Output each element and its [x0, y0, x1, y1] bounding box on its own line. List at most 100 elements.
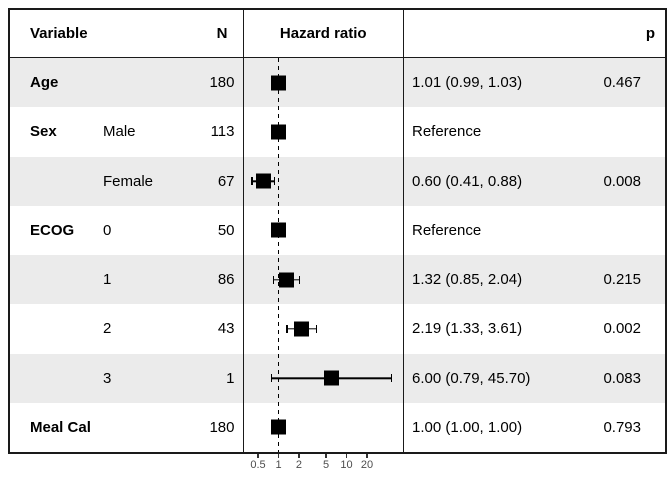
axis-tick-label: 5 — [322, 459, 330, 471]
n-value: 50 — [217, 221, 235, 239]
forest-marker-cell — [244, 255, 404, 305]
row-stats: 6.00 (0.79, 45.70) 0.083 — [404, 354, 665, 403]
axis-tick-label: 2 — [295, 459, 303, 471]
table-row-age: Age 180 1.01 (0.99, 1.03) 0.467 — [10, 58, 665, 108]
p-value: 0.467 — [603, 74, 641, 92]
header-right-section: p — [404, 10, 665, 57]
p-value: 0.215 — [603, 271, 641, 289]
row-labels: Sex Male 113 — [10, 107, 244, 157]
estimate-label: 2.19 (1.33, 3.61) — [412, 320, 523, 338]
axis-tick — [325, 454, 327, 458]
level-label: 2 — [103, 320, 112, 338]
n-value: 67 — [217, 172, 235, 190]
forest-marker-cell — [244, 156, 404, 206]
row-stats: 1.32 (0.85, 2.04) 0.215 — [404, 255, 665, 304]
axis-tick-label: 10 — [340, 459, 353, 471]
ci-cap-right — [273, 177, 276, 186]
reference-dashed-line — [277, 58, 280, 452]
p-value: 0.083 — [603, 369, 641, 387]
hr-point-marker — [255, 173, 271, 189]
n-value: 113 — [210, 123, 235, 141]
ci-cap-right — [390, 374, 393, 383]
row-labels: ECOG 0 50 — [10, 205, 244, 255]
hr-point-marker — [279, 272, 295, 288]
row-labels: 3 1 — [10, 353, 244, 403]
level-label: Male — [103, 123, 136, 141]
table-row-ecog-0: ECOG 0 50 Reference — [10, 205, 665, 255]
axis-tick — [257, 454, 259, 458]
row-labels: Age 180 — [10, 58, 244, 108]
estimate-label: 1.32 (0.85, 2.04) — [412, 271, 523, 289]
table-header-row: Variable N Hazard ratio p — [10, 10, 665, 58]
level-label: Female — [103, 172, 154, 190]
header-hazard-ratio-section: Hazard ratio — [244, 10, 404, 57]
hr-point-marker — [271, 75, 287, 91]
row-stats: 1.01 (0.99, 1.03) 0.467 — [404, 58, 665, 107]
hr-point-marker — [271, 419, 286, 435]
axis-tick-label: 20 — [360, 459, 374, 471]
row-stats: Reference — [404, 107, 665, 156]
table-row-ecog-2: 2 43 2.19 (1.33, 3.61) 0.002 — [10, 304, 665, 354]
header-variable: Variable — [30, 25, 88, 42]
axis-tick — [298, 454, 300, 458]
row-stats: 1.00 (1.00, 1.00) 0.793 — [404, 403, 665, 452]
header-n: N — [216, 25, 228, 42]
level-label: 0 — [103, 221, 112, 239]
axis-tick-label: 0.5 — [250, 459, 266, 471]
ci-cap-right — [298, 275, 301, 284]
row-stats: Reference — [404, 206, 665, 255]
header-p: p — [645, 25, 655, 42]
row-labels: 1 86 — [10, 255, 244, 305]
row-labels: 2 43 — [10, 304, 244, 354]
row-stats: 2.19 (1.33, 3.61) 0.002 — [404, 304, 665, 353]
forest-marker-cell — [244, 58, 404, 108]
estimate-label: Reference — [412, 123, 482, 141]
estimate-label: 1.00 (1.00, 1.00) — [412, 418, 523, 436]
hr-point-marker — [271, 222, 286, 238]
n-value: 180 — [209, 418, 235, 436]
table-row-meal-cal: Meal Cal 180 1.00 (1.00, 1.00) 0.793 — [10, 402, 665, 452]
table-row-ecog-3: 3 1 6.00 (0.79, 45.70) 0.083 — [10, 353, 665, 403]
n-value: 1 — [226, 369, 235, 387]
ci-cap-right — [315, 324, 318, 333]
ci-cap-left — [286, 324, 288, 333]
p-value: 0.008 — [603, 172, 641, 190]
axis-tick-label: 1 — [275, 459, 282, 471]
variable-label: Age — [30, 74, 59, 92]
variable-label: Sex — [30, 123, 57, 141]
ci-cap-left — [272, 275, 275, 284]
hr-point-marker — [271, 124, 286, 140]
n-value: 43 — [217, 320, 235, 338]
axis-tick — [366, 454, 368, 458]
n-value: 86 — [217, 271, 235, 289]
axis-tick — [345, 454, 348, 458]
ci-cap-left — [270, 374, 273, 383]
level-label: 1 — [103, 271, 112, 289]
variable-label: ECOG — [30, 221, 75, 239]
table-row-sex-male: Sex Male 113 Reference — [10, 107, 665, 157]
n-value: 180 — [209, 74, 235, 92]
estimate-label: Reference — [412, 221, 482, 239]
forest-marker-cell — [244, 304, 404, 354]
estimate-label: 6.00 (0.79, 45.70) — [412, 369, 531, 387]
header-left-section: Variable N — [10, 10, 244, 57]
table-row-ecog-1: 1 86 1.32 (0.85, 2.04) 0.215 — [10, 255, 665, 305]
table-body: Age 180 1.01 (0.99, 1.03) 0.467 Sex Male… — [10, 58, 665, 452]
hr-point-marker — [294, 321, 310, 337]
variable-label: Meal Cal — [30, 418, 91, 436]
level-label: 3 — [103, 369, 112, 387]
ci-cap-left — [251, 177, 253, 186]
forest-marker-cell — [244, 107, 404, 157]
p-value: 0.793 — [603, 418, 641, 436]
row-labels: Meal Cal 180 — [10, 402, 244, 452]
hr-point-marker — [323, 370, 339, 386]
table-row-sex-female: Female 67 0.60 (0.41, 0.88) 0.008 — [10, 156, 665, 206]
estimate-label: 1.01 (0.99, 1.03) — [412, 74, 523, 92]
estimate-label: 0.60 (0.41, 0.88) — [412, 172, 523, 190]
forest-plot-table: Variable N Hazard ratio p Age 180 — [8, 8, 667, 454]
x-axis: 0.5 1 2 5 10 20 — [244, 454, 404, 480]
p-value: 0.002 — [603, 320, 641, 338]
header-hazard-ratio: Hazard ratio — [279, 25, 367, 42]
forest-marker-cell — [244, 402, 404, 452]
